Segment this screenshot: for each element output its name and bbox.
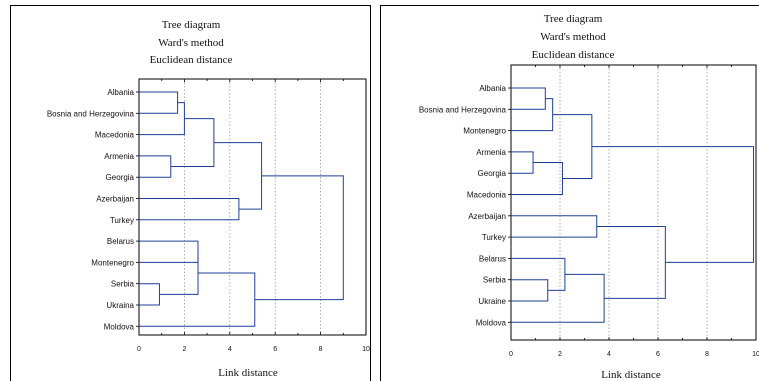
leaf-label: Serbia [111,280,135,289]
leaf-label: Moldova [104,322,135,331]
leaf-label: Ukraina [106,301,134,310]
dendrogram-link [213,142,263,210]
chart-title-line-1: Tree diagram [544,13,603,25]
chart-title-line-2: Ward's method [158,37,224,49]
leaf-label: Macedonia [95,131,135,140]
x-tick-label: 4 [607,351,611,358]
leaf-label: Montenegro [91,258,134,267]
dendrogram-links [139,91,344,327]
leaf-label: Albania [107,88,134,97]
dendrogram-link [511,151,534,174]
x-tick-label: 8 [319,346,323,353]
dendrogram-link [511,257,566,291]
dendrogram-link [170,118,215,168]
right-panel-frame [380,5,759,381]
leaf-label: Georgia [106,173,135,182]
leaf-label: Belarus [107,237,134,246]
dendrogram-link [511,273,605,323]
left-dendrogram: Tree diagram Ward's method Euclidean dis… [47,19,370,379]
leaf-label: Belarus [479,254,506,263]
right-dendrogram: Tree diagram Ward's method Euclidean dis… [419,13,759,381]
dendrogram-link [552,114,593,180]
dendrogram-link [139,198,240,221]
gridlines [183,79,322,335]
dendrogram-link [596,225,666,299]
leaf-label: Azerbaijan [96,195,134,204]
leaf-label: Albania [479,84,506,93]
x-tick-label: 0 [137,346,141,353]
dendrogram-link [511,162,563,195]
left-panel-frame [10,5,371,381]
leaf-labels: Albania Bosnia and Herzegovina Montenegro A… [419,84,507,327]
dendrogram-link [139,91,179,114]
leaf-label: Macedonia [467,191,507,200]
x-tick-label: 8 [705,351,709,358]
dendrogram-link [139,283,160,306]
x-tick-label: 10 [362,346,370,353]
leaf-labels: Albania Bosnia and Herzegovina Macedonia Ar… [47,88,135,331]
gridlines [559,65,708,340]
dendrogram-link [139,155,172,178]
leaf-label: Serbia [483,276,507,285]
dendrogram-link [591,146,755,263]
dendrogram-link [139,272,256,327]
x-tick-label: 2 [182,346,186,353]
dendrogram-link [511,98,554,132]
leaf-label: Bosnia and Herzegovina [419,105,507,114]
dendrogram-link [511,279,549,302]
x-tick-label: 2 [558,351,562,358]
chart-title-line-1: Tree diagram [162,19,221,31]
dendrogram-link [511,215,598,238]
x-axis-ticks: 0 2 4 6 8 10 [136,79,370,353]
dendrogram-link [139,240,199,263]
leaf-label: Armenia [104,152,134,161]
plot-area [138,78,367,336]
leaf-label: Turkey [482,233,506,242]
leaf-label: Georgia [478,169,507,178]
leaf-label: Moldova [476,318,507,327]
dendrogram-link [511,87,546,110]
dendrogram-link [254,175,344,301]
leaf-label: Ukraine [478,297,506,306]
x-axis-ticks: 0 2 4 6 8 10 [508,65,759,358]
x-tick-label: 6 [656,351,660,358]
x-tick-label: 10 [752,351,759,358]
leaf-label: Armenia [476,148,506,157]
chart-title-line-2: Ward's method [540,31,606,43]
x-tick-label: 0 [509,351,513,358]
leaf-label: Montenegro [463,127,506,136]
leaf-label: Turkey [110,216,134,225]
x-tick-label: 6 [273,346,277,353]
dendrogram-links [511,87,755,323]
x-axis-title: Link distance [601,369,661,381]
dendrogram-link [159,251,199,295]
x-axis-title: Link distance [218,367,278,379]
chart-title-line-3: Euclidean distance [532,49,615,61]
leaf-label: Bosnia and Herzegovina [47,109,135,118]
x-tick-label: 4 [228,346,232,353]
chart-title-line-3: Euclidean distance [150,54,233,66]
leaf-label: Azerbaijan [468,212,506,221]
